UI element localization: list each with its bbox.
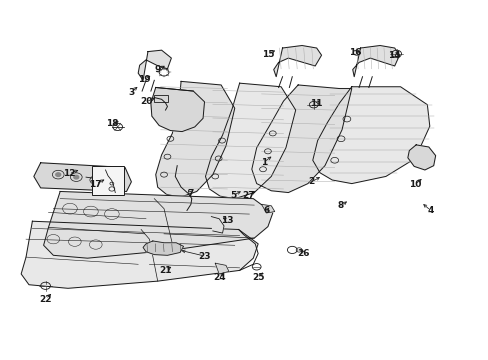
Polygon shape	[261, 204, 274, 213]
Text: 1: 1	[260, 158, 266, 167]
Polygon shape	[251, 85, 351, 193]
Text: 26: 26	[297, 249, 309, 258]
Text: 12: 12	[62, 169, 75, 178]
Text: 24: 24	[212, 273, 225, 282]
Text: 5: 5	[230, 190, 236, 199]
Polygon shape	[215, 263, 228, 274]
Polygon shape	[138, 50, 171, 80]
Text: 14: 14	[387, 51, 400, 60]
Polygon shape	[273, 45, 321, 77]
Text: 11: 11	[310, 99, 322, 108]
Text: 3: 3	[128, 87, 134, 96]
Polygon shape	[407, 145, 435, 170]
Text: 9: 9	[154, 65, 161, 74]
Text: 21: 21	[159, 266, 171, 275]
Polygon shape	[352, 45, 399, 77]
Text: 22: 22	[39, 294, 52, 303]
Text: 13: 13	[221, 216, 233, 225]
Text: 6: 6	[263, 206, 269, 215]
Text: 23: 23	[198, 252, 210, 261]
FancyBboxPatch shape	[92, 166, 124, 195]
Polygon shape	[151, 87, 204, 132]
Polygon shape	[143, 241, 183, 255]
Text: 19: 19	[138, 75, 150, 84]
Polygon shape	[34, 163, 131, 192]
Text: 27: 27	[242, 190, 254, 199]
Polygon shape	[205, 83, 295, 199]
Circle shape	[56, 173, 61, 176]
Text: 25: 25	[251, 273, 264, 282]
Text: 17: 17	[89, 180, 102, 189]
Text: 20: 20	[140, 97, 152, 106]
Text: 7: 7	[187, 189, 194, 198]
Circle shape	[74, 175, 79, 179]
Circle shape	[93, 178, 98, 182]
Text: 18: 18	[105, 119, 118, 128]
Text: 15: 15	[261, 50, 274, 59]
Text: 2: 2	[308, 177, 314, 186]
Text: 10: 10	[408, 180, 421, 189]
Text: 16: 16	[349, 48, 361, 57]
Polygon shape	[21, 221, 258, 288]
Polygon shape	[312, 87, 429, 184]
Polygon shape	[211, 217, 224, 233]
Polygon shape	[43, 192, 272, 258]
Text: 8: 8	[337, 201, 344, 210]
Text: 4: 4	[427, 206, 433, 215]
Polygon shape	[156, 81, 234, 197]
